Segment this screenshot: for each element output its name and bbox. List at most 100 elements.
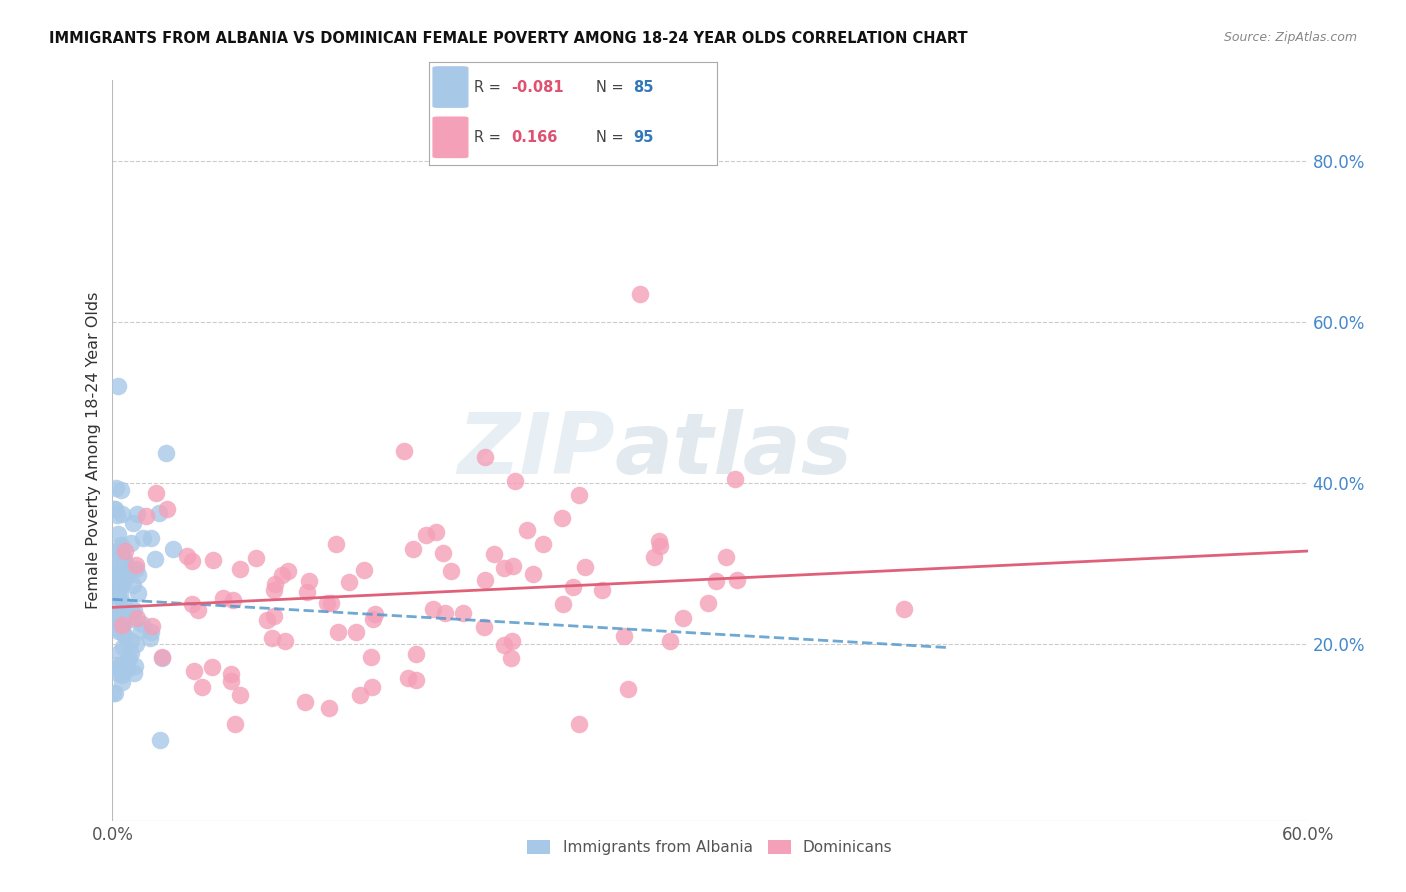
Point (112, 612, 135, 626)
Point (494, 638, 516, 652)
Point (115, 654, 138, 668)
Point (190, 680, 212, 694)
Point (111, 548, 134, 562)
Point (613, 629, 636, 643)
Point (628, 286, 651, 301)
Point (141, 619, 163, 633)
Point (201, 553, 224, 567)
Y-axis label: Female Poverty Among 18-24 Year Olds: Female Poverty Among 18-24 Year Olds (86, 292, 101, 609)
Point (110, 541, 132, 556)
Point (201, 659, 224, 673)
Point (326, 624, 349, 639)
Point (139, 631, 162, 645)
Point (122, 665, 145, 680)
Point (127, 586, 149, 600)
Point (433, 606, 456, 620)
Point (277, 564, 299, 578)
Point (104, 567, 127, 582)
Point (725, 573, 748, 587)
Point (110, 576, 132, 591)
Point (108, 611, 131, 625)
Point (325, 537, 347, 551)
Text: 95: 95 (634, 130, 654, 145)
Point (107, 379, 129, 393)
Point (344, 625, 367, 640)
Point (104, 621, 127, 635)
Point (107, 619, 129, 633)
Point (131, 531, 153, 545)
Point (139, 624, 162, 639)
Point (110, 538, 132, 552)
Point (125, 507, 148, 521)
Point (561, 581, 583, 595)
Text: 0.166: 0.166 (510, 130, 557, 145)
Point (122, 578, 145, 592)
Point (105, 481, 128, 495)
Point (474, 450, 496, 464)
Point (295, 585, 318, 599)
Point (104, 501, 127, 516)
Text: R =: R = (474, 79, 505, 95)
Point (298, 574, 321, 589)
Point (704, 574, 727, 588)
Point (148, 506, 170, 520)
Point (104, 686, 127, 700)
Point (219, 674, 242, 689)
Point (105, 607, 128, 622)
Point (111, 616, 134, 631)
Point (105, 585, 128, 599)
Point (224, 717, 246, 731)
Point (103, 599, 125, 614)
Point (697, 596, 720, 610)
Point (108, 645, 131, 659)
Point (111, 640, 134, 654)
Point (659, 633, 682, 648)
Point (121, 606, 143, 620)
Point (107, 666, 129, 681)
Text: atlas: atlas (614, 409, 852, 492)
Point (617, 681, 640, 696)
Point (440, 565, 463, 579)
Point (107, 660, 129, 674)
Point (104, 614, 127, 628)
Point (263, 582, 285, 597)
Point (522, 566, 544, 581)
Point (110, 483, 132, 497)
Point (494, 561, 516, 575)
Point (121, 516, 143, 530)
Point (591, 582, 613, 597)
Point (112, 574, 135, 589)
Point (111, 569, 134, 583)
Text: N =: N = (596, 130, 628, 145)
Point (551, 510, 574, 524)
Point (482, 547, 505, 561)
Point (111, 578, 134, 592)
Point (120, 611, 142, 625)
Point (162, 541, 184, 556)
Point (318, 701, 340, 715)
Point (117, 651, 139, 665)
Point (112, 626, 135, 640)
Point (107, 508, 129, 523)
Point (337, 574, 360, 589)
Point (125, 637, 148, 651)
Point (108, 563, 131, 577)
Point (155, 446, 177, 460)
Point (360, 650, 382, 665)
Point (405, 673, 427, 687)
Point (353, 564, 375, 578)
Point (149, 732, 172, 747)
Text: -0.081: -0.081 (510, 79, 564, 95)
Point (714, 549, 737, 564)
Point (212, 591, 235, 605)
Point (111, 668, 134, 682)
Point (672, 611, 695, 625)
Point (112, 551, 135, 566)
Point (150, 649, 173, 664)
Point (245, 551, 267, 566)
Point (551, 598, 574, 612)
Point (145, 486, 167, 500)
Point (107, 543, 129, 558)
Point (503, 474, 526, 488)
Point (103, 553, 125, 567)
